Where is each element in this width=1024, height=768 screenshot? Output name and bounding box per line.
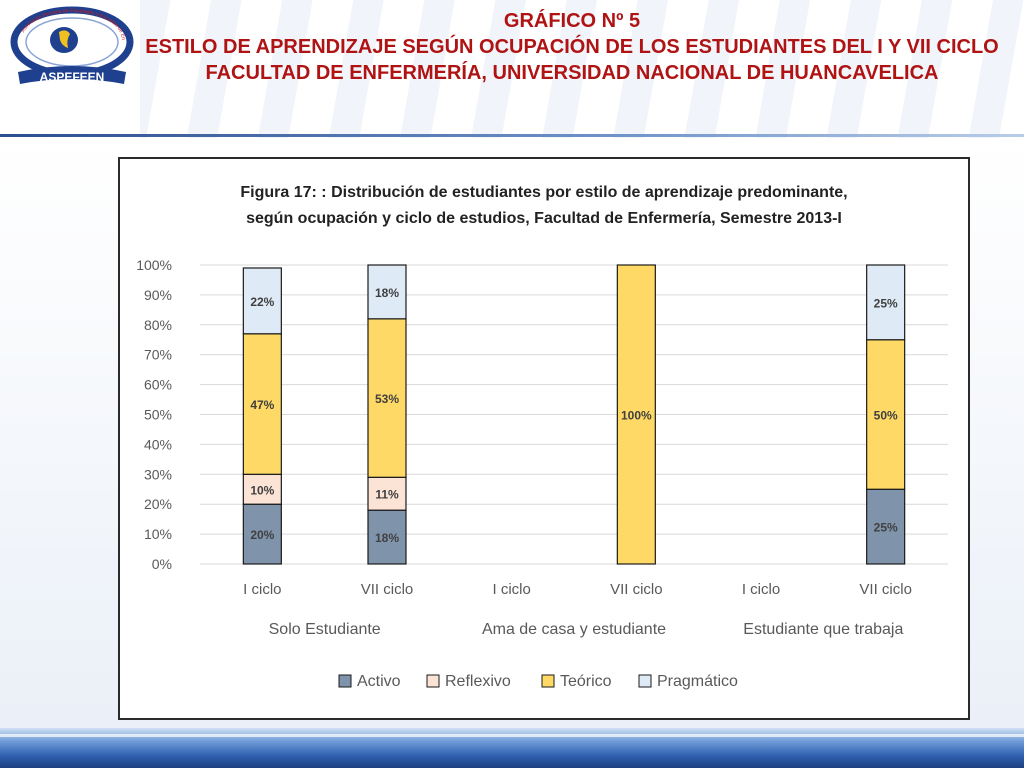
- y-tick-label: 90%: [144, 287, 172, 303]
- stacked-bar-chart: Figura 17: : Distribución de estudiantes…: [136, 184, 948, 690]
- y-tick-label: 80%: [144, 317, 172, 333]
- footer-bar: [0, 728, 1024, 768]
- data-label: 10%: [250, 483, 274, 497]
- chart-container: Figura 17: : Distribución de estudiantes…: [118, 157, 970, 720]
- chart-title-line1: Figura 17: : Distribución de estudiantes…: [240, 184, 847, 201]
- x-group-label: Estudiante que trabaja: [743, 621, 903, 638]
- y-tick-label: 100%: [136, 257, 172, 273]
- bar-segment: [367, 264, 407, 320]
- data-label: 50%: [874, 409, 898, 423]
- x-category-label: I ciclo: [492, 581, 530, 598]
- x-category-label: VII ciclo: [361, 581, 414, 598]
- legend-swatch: [426, 674, 440, 688]
- chart-title-line2: según ocupación y ciclo de estudios, Fac…: [246, 210, 842, 227]
- data-label: 53%: [375, 392, 399, 406]
- bar-segment: [367, 476, 407, 511]
- data-label: 25%: [874, 296, 898, 310]
- bar-segment: [242, 503, 282, 565]
- bar-segment: [866, 264, 906, 341]
- bar-segment: [367, 509, 407, 565]
- x-category-label: VII ciclo: [610, 581, 663, 598]
- x-group-label: Solo Estudiante: [269, 621, 381, 638]
- y-tick-label: 40%: [144, 436, 172, 452]
- bar-segment: [866, 488, 906, 565]
- x-group-label: Ama de casa y estudiante: [482, 621, 666, 638]
- legend-label: Pragmático: [657, 673, 738, 690]
- bar-segment: [242, 473, 282, 505]
- header-divider: [0, 134, 1024, 137]
- y-tick-label: 60%: [144, 377, 172, 393]
- data-label: 22%: [250, 295, 274, 309]
- legend-label: Teórico: [560, 673, 612, 690]
- y-tick-label: 10%: [144, 526, 172, 542]
- legend-label: Activo: [357, 673, 401, 690]
- x-category-label: I ciclo: [742, 581, 780, 598]
- x-category-label: I ciclo: [243, 581, 281, 598]
- bar-segment: [242, 267, 282, 335]
- legend-swatch: [338, 674, 352, 688]
- header-background: [140, 0, 1024, 138]
- logo-name: ASPEFEEN: [40, 70, 105, 84]
- legend-label: Reflexivo: [445, 673, 511, 690]
- slide-title-number: GRÁFICO Nº 5: [503, 10, 641, 32]
- data-label: 25%: [874, 521, 898, 535]
- bar-segment: [242, 333, 282, 475]
- data-label: 11%: [375, 488, 399, 502]
- slide-title-text: ESTILO DE APRENDIZAJE SEGÚN OCUPACIÓN DE…: [145, 36, 999, 84]
- aspefeen-logo: ASPEFEEN Asociación Peruana de Facultade…: [2, 0, 140, 88]
- bar-segment: [367, 318, 407, 478]
- y-tick-label: 30%: [144, 466, 172, 482]
- data-label: 18%: [375, 286, 399, 300]
- y-tick-label: 0%: [152, 556, 172, 572]
- legend-swatch: [541, 674, 555, 688]
- x-category-label: VII ciclo: [859, 581, 912, 598]
- y-tick-label: 50%: [144, 407, 172, 423]
- bar-segment: [616, 264, 656, 565]
- data-label: 18%: [375, 531, 399, 545]
- y-tick-label: 20%: [144, 496, 172, 512]
- data-label: 20%: [250, 528, 274, 542]
- bar-segment: [866, 339, 906, 490]
- y-tick-label: 70%: [144, 347, 172, 363]
- data-label: 47%: [250, 398, 274, 412]
- slide-title: GRÁFICO Nº 5 ESTILO DE APRENDIZAJE SEGÚN…: [140, 8, 1004, 86]
- legend-swatch: [638, 674, 652, 688]
- data-label: 100%: [621, 409, 652, 423]
